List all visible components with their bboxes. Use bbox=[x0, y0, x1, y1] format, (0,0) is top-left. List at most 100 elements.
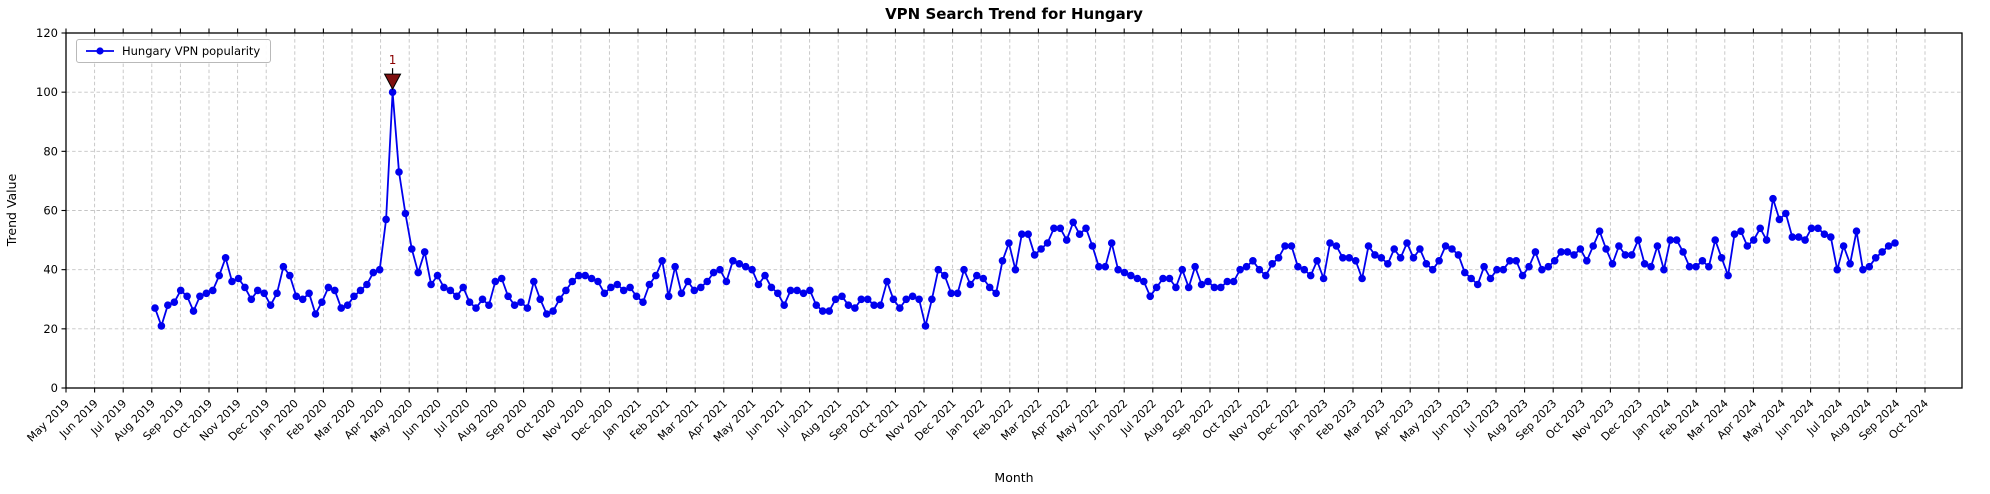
data-point-marker bbox=[311, 310, 320, 318]
data-point-marker bbox=[1416, 245, 1424, 253]
data-point-marker bbox=[581, 271, 589, 280]
data-point-marker bbox=[1730, 230, 1739, 238]
data-point-marker bbox=[266, 301, 275, 310]
data-point-marker bbox=[1563, 248, 1572, 256]
data-point-marker bbox=[626, 283, 634, 292]
data-point-marker bbox=[857, 295, 866, 304]
data-point-marker bbox=[1865, 262, 1874, 271]
data-point-marker bbox=[1756, 224, 1764, 233]
data-point-marker bbox=[1428, 265, 1437, 274]
data-point-marker bbox=[1705, 262, 1713, 271]
data-point-marker bbox=[427, 280, 435, 289]
data-point-marker bbox=[1294, 262, 1302, 271]
data-point-marker bbox=[1339, 253, 1347, 262]
data-point-marker bbox=[1037, 245, 1045, 253]
data-point-marker bbox=[1878, 248, 1886, 256]
data-point-marker bbox=[645, 280, 654, 289]
data-point-marker bbox=[1018, 230, 1026, 238]
data-point-marker bbox=[1717, 253, 1726, 262]
data-point-marker bbox=[1506, 257, 1514, 265]
data-point-marker bbox=[761, 271, 769, 280]
data-point-marker bbox=[1827, 233, 1835, 241]
data-point-marker bbox=[1698, 257, 1707, 265]
annotation-1: 1 bbox=[383, 53, 402, 91]
data-point-marker bbox=[1833, 265, 1841, 274]
data-point-marker bbox=[1262, 271, 1270, 280]
data-point-marker bbox=[1775, 215, 1784, 224]
data-point-marker bbox=[170, 298, 179, 307]
data-point-marker bbox=[433, 271, 442, 280]
data-point-marker bbox=[1050, 224, 1058, 233]
data-point-marker bbox=[1409, 253, 1418, 262]
data-point-marker bbox=[1557, 248, 1565, 256]
data-point-marker bbox=[555, 295, 564, 304]
legend-line-sample bbox=[86, 47, 114, 55]
data-point-marker bbox=[607, 283, 615, 292]
data-point-marker bbox=[876, 301, 885, 310]
data-point-marker bbox=[652, 271, 660, 280]
data-point-marker bbox=[915, 295, 923, 304]
data-point-marker bbox=[1801, 236, 1809, 244]
data-point-marker bbox=[228, 277, 236, 286]
data-point-marker bbox=[1236, 265, 1244, 274]
data-point-marker bbox=[1448, 245, 1456, 253]
data-point-marker bbox=[395, 168, 403, 176]
data-point-marker bbox=[183, 292, 191, 301]
data-point-marker bbox=[151, 304, 159, 312]
data-point-marker bbox=[331, 286, 339, 295]
data-point-marker bbox=[1422, 260, 1431, 268]
data-point-marker bbox=[992, 289, 1000, 298]
data-point-marker bbox=[870, 301, 878, 310]
data-point-marker bbox=[1300, 265, 1309, 274]
y-axis-title: Trend Value bbox=[4, 173, 19, 247]
y-tick-labels: 0 20 40 60 80 100 120 bbox=[36, 26, 66, 395]
data-point-marker bbox=[613, 280, 622, 289]
data-point-marker bbox=[1088, 242, 1097, 250]
data-point-marker bbox=[215, 271, 223, 280]
data-point-marker bbox=[1660, 265, 1668, 274]
data-point-marker bbox=[940, 271, 949, 280]
data-point-marker bbox=[908, 292, 917, 301]
data-point-marker bbox=[966, 280, 975, 289]
data-point-marker bbox=[1589, 242, 1597, 250]
data-point-marker bbox=[1595, 227, 1604, 235]
data-point-marker bbox=[202, 289, 211, 298]
data-point-marker bbox=[1743, 242, 1752, 250]
data-point-marker bbox=[1692, 262, 1700, 271]
data-point-marker bbox=[1249, 257, 1257, 265]
data-point-marker bbox=[709, 268, 718, 277]
data-point-marker bbox=[1005, 239, 1013, 247]
data-point-marker bbox=[478, 295, 487, 304]
data-point-marker bbox=[1101, 262, 1110, 271]
data-point-marker bbox=[1159, 274, 1167, 283]
legend-marker-icon bbox=[96, 47, 104, 55]
data-point-marker bbox=[690, 286, 699, 295]
data-point-marker bbox=[1608, 260, 1617, 268]
data-point-marker bbox=[1518, 271, 1527, 280]
data-point-marker bbox=[1210, 283, 1219, 292]
data-point-marker bbox=[1223, 277, 1232, 286]
data-point-marker bbox=[497, 274, 506, 283]
data-point-marker bbox=[818, 307, 827, 315]
data-point-marker bbox=[1884, 242, 1893, 250]
data-point-marker bbox=[1486, 274, 1495, 283]
data-point-marker bbox=[1242, 262, 1251, 271]
data-point-marker bbox=[947, 289, 955, 298]
data-point-marker bbox=[928, 295, 936, 304]
data-point-marker bbox=[388, 88, 397, 96]
data-point-marker bbox=[318, 298, 326, 307]
data-point-marker bbox=[273, 289, 281, 298]
data-point-marker bbox=[844, 301, 853, 310]
data-point-marker bbox=[1859, 265, 1867, 274]
data-point-marker bbox=[594, 277, 602, 286]
data-point-marker bbox=[1525, 262, 1533, 271]
data-point-marker bbox=[253, 286, 262, 295]
data-point-marker bbox=[453, 292, 461, 301]
data-point-marker bbox=[1345, 253, 1353, 262]
data-point-marker bbox=[1133, 274, 1142, 283]
data-point-marker bbox=[221, 253, 230, 262]
data-point-marker bbox=[337, 304, 346, 312]
